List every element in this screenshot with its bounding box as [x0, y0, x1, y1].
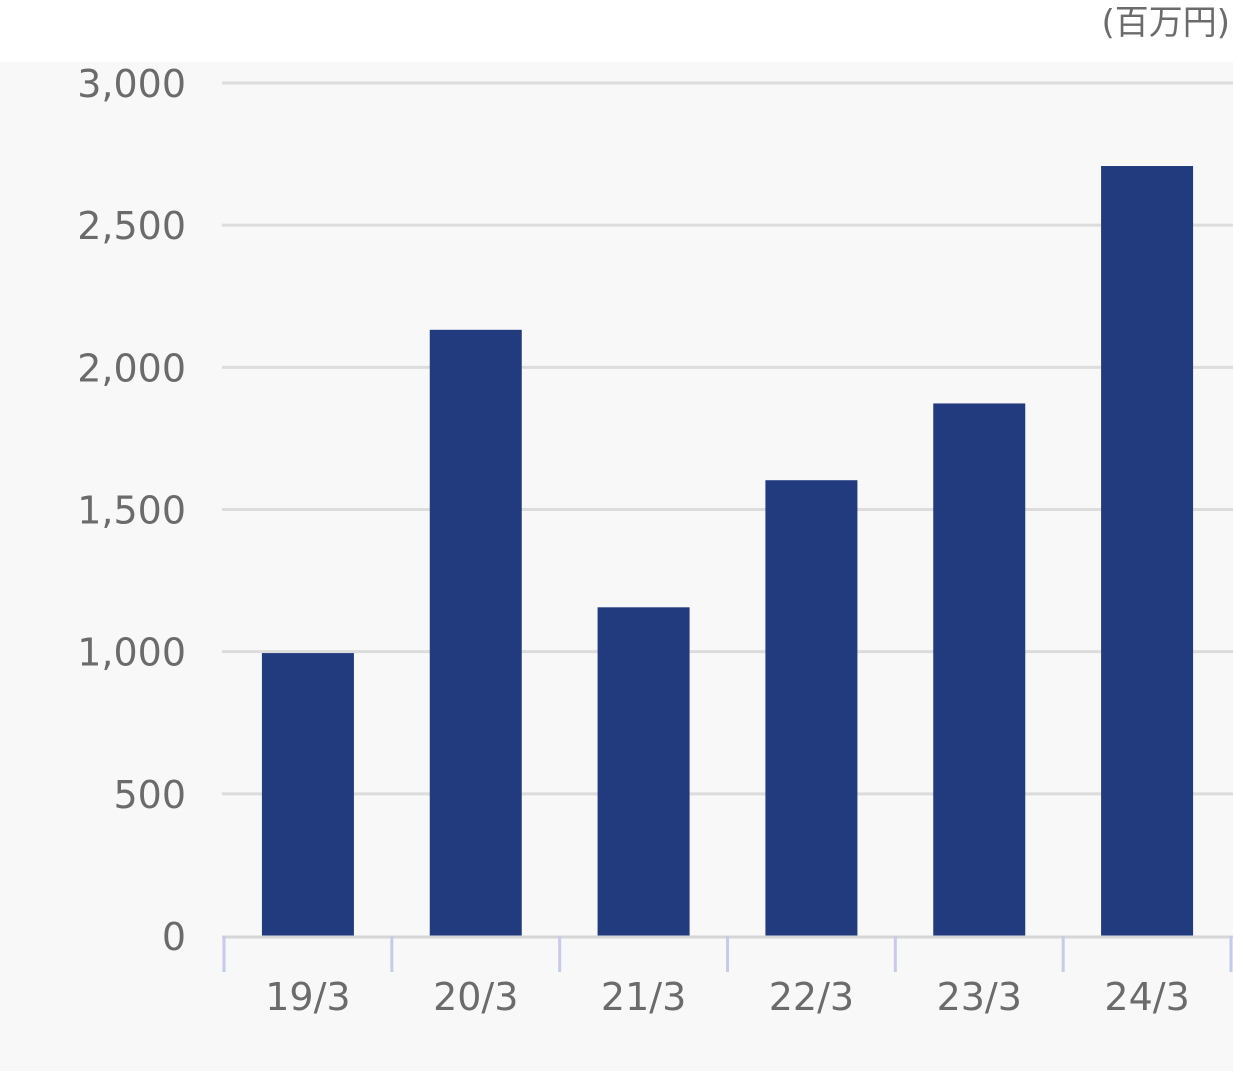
y-tick-label: 3,000 [77, 62, 186, 106]
unit-label: (百万円) [1101, 3, 1230, 43]
bar-21/3 [597, 607, 690, 936]
y-tick-label: 1,500 [77, 489, 186, 533]
y-tick-label: 1,000 [77, 631, 186, 675]
bar-19/3 [261, 653, 354, 936]
y-tick-label: 0 [162, 915, 186, 959]
y-tick-label: 500 [113, 773, 186, 817]
bar-20/3 [429, 329, 522, 936]
x-tick-label: 21/3 [601, 975, 686, 1019]
x-tick-label: 19/3 [265, 975, 350, 1019]
bar-23/3 [933, 403, 1026, 936]
x-tick-label: 20/3 [433, 975, 518, 1019]
y-tick-label: 2,500 [77, 204, 186, 248]
x-tick-label: 23/3 [937, 975, 1022, 1019]
x-tick-label: 22/3 [769, 975, 854, 1019]
bar-22/3 [765, 480, 858, 936]
y-tick-label: 2,000 [77, 346, 186, 390]
bar-24/3 [1101, 166, 1194, 936]
x-tick-label: 24/3 [1104, 975, 1189, 1019]
